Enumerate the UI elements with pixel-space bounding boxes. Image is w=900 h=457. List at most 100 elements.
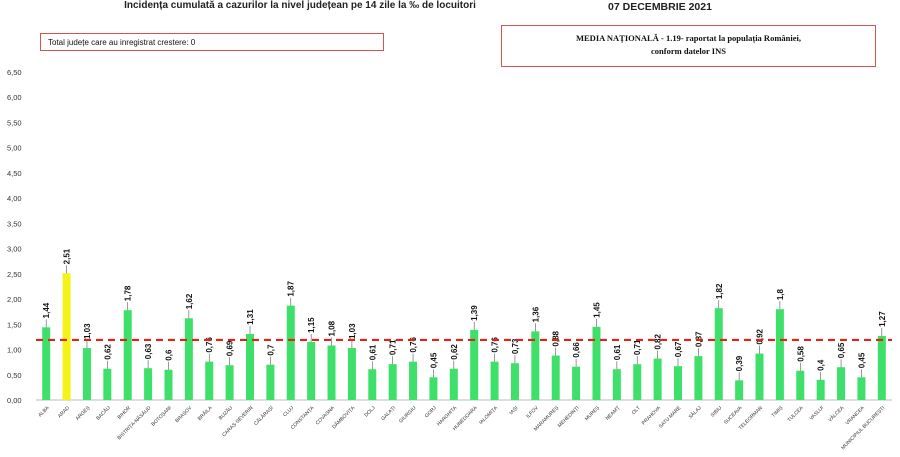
national-average-note: MEDIA NAȚIONALĂ - 1.19- raportat la popu… — [501, 25, 876, 67]
x-tick-label: ALBA — [37, 405, 51, 419]
bar-s-laj — [694, 356, 703, 400]
data-label: 0,66 — [572, 342, 581, 358]
bar-mure- — [592, 326, 601, 400]
x-tick-label: ARAD — [57, 405, 71, 419]
bar-giurgiu — [409, 361, 418, 400]
y-tick-label: 1,50 — [7, 320, 22, 329]
data-label: 2,51 — [63, 248, 72, 264]
x-tick-label: SATU MARE — [658, 405, 683, 430]
bar-maramure- — [551, 355, 560, 400]
bar-hunedoara — [470, 329, 479, 400]
y-tick-label: 2,50 — [7, 270, 22, 279]
data-label: 0,45 — [429, 352, 438, 368]
data-label: 1,8 — [776, 288, 785, 300]
y-tick-label: 3,00 — [7, 245, 22, 254]
bar-dolj — [368, 369, 377, 400]
report-date: 07 DECEMBRIE 2021 — [608, 1, 712, 13]
data-label: 0,62 — [103, 344, 112, 360]
x-tick-label: GIURGIU — [398, 405, 418, 425]
bar-cluj — [286, 305, 295, 400]
data-label: 0,71 — [633, 339, 642, 355]
x-tick-label: MUNICIPIUL BUCUREȘTI — [840, 405, 886, 451]
bar-constan-a — [307, 341, 316, 400]
data-label: 0,76 — [491, 337, 500, 353]
bar-bra-ov — [184, 318, 193, 400]
x-tick-label: BRĂILA — [196, 404, 214, 422]
data-label: 0,69 — [226, 340, 235, 356]
y-tick-label: 2,00 — [7, 295, 22, 304]
bar-br-ila — [205, 361, 214, 400]
x-tick-label: SĂLAJ — [687, 404, 703, 420]
y-tick-label: 5,50 — [7, 118, 22, 127]
data-label: 0,76 — [409, 337, 418, 353]
x-tick-label: BIHOR — [117, 405, 133, 421]
data-label: 0,76 — [205, 337, 214, 353]
x-tick-label: TULCEA — [787, 405, 806, 424]
data-label: 0,73 — [511, 338, 520, 354]
data-label: 1,36 — [531, 306, 540, 322]
x-tick-label: ILFOV — [525, 405, 540, 420]
bar-timi- — [775, 309, 784, 400]
x-tick-label: GORJ — [424, 405, 438, 419]
data-label: 0,4 — [817, 359, 826, 371]
data-label: 0,62 — [450, 344, 459, 360]
data-label: 0,58 — [796, 346, 805, 362]
x-tick-label: DÂMBOVIȚA — [331, 404, 357, 430]
x-tick-label: VÂLCEA — [827, 404, 846, 423]
data-label: 1,78 — [124, 285, 133, 301]
y-tick-label: 6,50 — [7, 68, 22, 77]
data-label: 1,03 — [83, 323, 92, 339]
bar-ilfov — [531, 331, 540, 400]
bar-neam- — [612, 369, 621, 400]
x-tick-label: TIMIȘ — [771, 405, 785, 419]
y-tick-label: 0,50 — [7, 371, 22, 380]
bar-bistri-a-n-s-ud — [144, 368, 153, 400]
data-label: 0,92 — [756, 328, 765, 344]
data-label: 0,71 — [389, 339, 398, 355]
y-tick-label: 6,00 — [7, 93, 22, 102]
chart-title: Incidența cumulată a cazurilor la nivel … — [124, 0, 476, 11]
growth-note: Total județe care au inregistrat crester… — [40, 33, 384, 51]
y-tick-label: 5,00 — [7, 144, 22, 153]
y-tick-label: 4,00 — [7, 194, 22, 203]
national-average-line-1: MEDIA NAȚIONALĂ - 1.19- raportat la popu… — [575, 33, 802, 43]
bar-arge- — [82, 348, 91, 400]
bar-c-l-ra-i — [266, 364, 275, 400]
x-tick-label: BOTOȘANI — [150, 405, 172, 427]
data-label: 1,15 — [307, 317, 316, 333]
bar-boto-ani — [164, 369, 173, 400]
bar-vaslui — [816, 379, 825, 400]
data-label: 0,65 — [837, 342, 846, 358]
bar-olt — [633, 364, 642, 400]
x-tick-label: BISTRIȚA-NĂSĂUD — [116, 404, 153, 441]
x-tick-label: CLUJ — [282, 405, 295, 418]
bar-vrancea — [857, 377, 866, 400]
x-tick-label: BUZĂU — [217, 404, 234, 421]
data-label: 1,31 — [246, 309, 255, 325]
bar-bac-u — [103, 368, 112, 400]
bar-ia-i — [510, 363, 519, 400]
x-tick-label: VASLUI — [809, 405, 826, 422]
x-tick-label: IAȘI — [508, 405, 519, 416]
bar-ialomi-a — [490, 361, 499, 400]
data-label: 0,39 — [735, 355, 744, 371]
bar-d-mbovi-a — [347, 348, 356, 400]
bar-gala-i — [388, 364, 397, 400]
data-label: 0,82 — [654, 334, 663, 350]
x-tick-label: ARGEȘ — [75, 405, 92, 422]
data-label: 1,27 — [878, 311, 887, 327]
x-tick-label: BRAȘOV — [174, 405, 193, 424]
data-label: 1,08 — [328, 320, 337, 336]
data-label: 0,61 — [613, 344, 622, 360]
data-label: 1,03 — [348, 323, 357, 339]
bar-buz-u — [225, 365, 234, 400]
bar-teleorman — [755, 353, 764, 400]
bar-prahova — [653, 358, 662, 400]
x-tick-label: MEHEDINȚI — [557, 405, 581, 429]
data-label: 1,62 — [185, 293, 194, 309]
data-label: 0,45 — [857, 352, 866, 368]
bar-bihor — [123, 310, 132, 400]
x-tick-label: CĂLĂRAȘI — [252, 404, 274, 426]
x-tick-label: SIBIU — [710, 405, 724, 419]
y-tick-label: 0,00 — [7, 396, 22, 405]
